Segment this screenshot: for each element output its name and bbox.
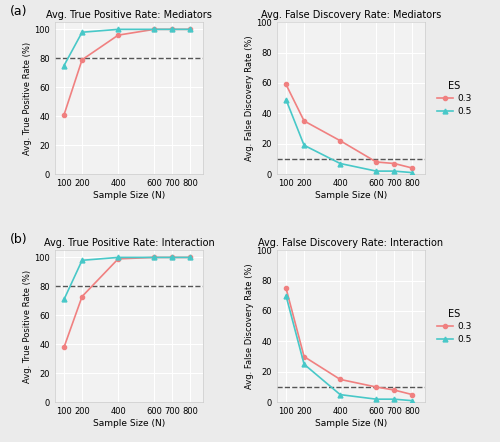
Legend: 0.3, 0.5: 0.3, 0.5 — [434, 78, 474, 118]
Y-axis label: Avg. True Positive Rate (%): Avg. True Positive Rate (%) — [22, 270, 32, 383]
Title: Avg. True Positive Rate: Interaction: Avg. True Positive Rate: Interaction — [44, 238, 214, 248]
Title: Avg. False Discovery Rate: Interaction: Avg. False Discovery Rate: Interaction — [258, 238, 444, 248]
Y-axis label: Avg. True Positive Rate (%): Avg. True Positive Rate (%) — [22, 42, 32, 155]
Title: Avg. True Positive Rate: Mediators: Avg. True Positive Rate: Mediators — [46, 10, 212, 20]
Y-axis label: Avg. False Discovery Rate (%): Avg. False Discovery Rate (%) — [244, 35, 254, 161]
Legend: 0.3, 0.5: 0.3, 0.5 — [434, 306, 474, 347]
Title: Avg. False Discovery Rate: Mediators: Avg. False Discovery Rate: Mediators — [261, 10, 441, 20]
Text: (a): (a) — [10, 5, 28, 18]
X-axis label: Sample Size (N): Sample Size (N) — [315, 419, 387, 428]
Text: (b): (b) — [10, 233, 28, 246]
X-axis label: Sample Size (N): Sample Size (N) — [93, 191, 165, 200]
Y-axis label: Avg. False Discovery Rate (%): Avg. False Discovery Rate (%) — [244, 263, 254, 389]
X-axis label: Sample Size (N): Sample Size (N) — [315, 191, 387, 200]
X-axis label: Sample Size (N): Sample Size (N) — [93, 419, 165, 428]
